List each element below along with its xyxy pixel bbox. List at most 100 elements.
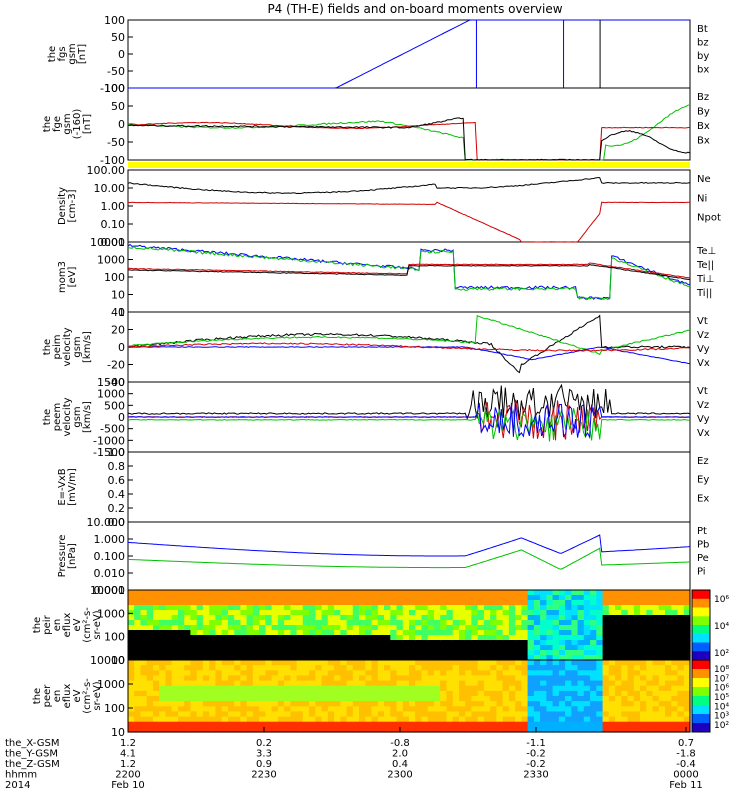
legend-entry: Ey <box>697 475 709 486</box>
vx-trace <box>127 346 691 365</box>
y-axis-label: peer <box>42 684 53 708</box>
y-tick-label: 10 <box>111 654 125 667</box>
y-tick-label: 40 <box>111 306 125 319</box>
x-axis-value: 0.2 <box>256 738 272 749</box>
electron-spectrogram <box>128 660 691 733</box>
legend-entry: Ne <box>697 174 711 185</box>
panel-fge_gsm: 100 50 0 -50 -100 the fge gsm (-160) [nT] Bz By Bx Bx <box>42 82 710 167</box>
x-axis-value: Feb 10 <box>111 780 145 791</box>
y-axis-label: gsm <box>62 113 73 134</box>
y-axis-label: [km/s] <box>82 331 93 363</box>
y-axis-label: [cm-3] <box>67 189 78 222</box>
x-axis-row-label: the_Y-GSM <box>5 749 58 760</box>
panel-pressure: 10.000 1.000 0.100 0.010 0.001 Pressure [nPa] P… <box>57 516 709 597</box>
colorbar-tick-label: 10⁸ <box>714 665 729 675</box>
y-tick-label: 100 <box>104 271 125 284</box>
y-tick-label: 0 <box>118 341 125 354</box>
y-tick-label: 0.01 <box>101 236 126 249</box>
y-tick-label: 50 <box>111 100 125 113</box>
x-axis-value: 2230 <box>251 770 276 781</box>
y-tick-label: 0.8 <box>108 460 126 473</box>
ti-par-trace <box>128 245 691 300</box>
y-tick-label: 0.6 <box>108 474 126 487</box>
y-axis-label: fge <box>52 116 63 132</box>
y-axis-label: peir <box>42 614 53 634</box>
legend-entry: Vx <box>697 428 710 439</box>
y-tick-label: 10000 <box>90 584 125 597</box>
te-par-trace <box>128 264 690 280</box>
y-axis-label: eflux <box>62 613 73 638</box>
x-axis-value: 0.9 <box>256 759 272 770</box>
y-axis-label: eV <box>72 618 83 631</box>
y-tick-label: 1.000 <box>94 533 126 546</box>
y-axis-label: peim <box>52 334 63 359</box>
y-axis-label: (-160) <box>72 109 83 140</box>
y-tick-label: 0.2 <box>108 502 126 515</box>
figure-title: P4 (TH-E) fields and on-board moments ov… <box>267 2 562 16</box>
y-tick-label: 0.001 <box>94 584 126 597</box>
y-axis-label: [eV] <box>67 267 78 288</box>
legend-entry: Pb <box>697 540 709 551</box>
x-axis-value: 0.4 <box>392 759 408 770</box>
y-tick-label: 1000 <box>97 678 125 691</box>
y-tick-label: 1.0 <box>108 446 126 459</box>
y-axis-label: gsm <box>67 43 78 64</box>
panel-peir_en_eflux: 10000 1000 100 10 the peir en eflux eV (cm²-s-sr-… <box>32 584 729 667</box>
y-axis-label: the <box>42 409 53 425</box>
y-axis-label: en <box>52 619 63 632</box>
x-axis-value: -0.2 <box>526 749 546 760</box>
ion-spectrogram <box>128 590 691 661</box>
y-tick-label: 1000 <box>97 388 125 401</box>
y-tick-label: 0.100 <box>94 550 126 563</box>
legend-entry: Ex <box>697 493 709 504</box>
legend-entry: Pe <box>697 553 709 564</box>
colorbar-tick-label: 10² <box>714 721 729 731</box>
ion-colorbar <box>691 589 711 661</box>
y-axis-label: (cm²-s- <box>82 607 93 643</box>
y-tick-label: 1.00 <box>101 200 126 213</box>
x-axis-value: -0.8 <box>390 738 410 749</box>
panel-density: 100.00 10.00 1.00 0.10 0.01 Density [cm-3] Ne Ni… <box>57 164 721 249</box>
colorbar-tick-label: 10⁴ <box>714 702 729 712</box>
x-axis-row-label: the_Z-GSM <box>5 759 60 770</box>
legend-entry: Ez <box>697 456 709 467</box>
panel-temperature: 10000 1000 100 10 1 mom3 [eV] Te⊥ Te|| Ti⊥ Ti|| <box>57 236 716 319</box>
y-axis-label: fgs <box>57 46 68 61</box>
y-axis-label: sr-eV) <box>92 610 103 639</box>
x-axis-value: -0.2 <box>526 759 546 770</box>
colorbar-tick-label: 10² <box>714 649 729 659</box>
y-axis-label: eflux <box>62 684 73 709</box>
peem-vt-trace <box>127 383 691 421</box>
legend-entry: Vz <box>697 400 709 411</box>
x-axis-value: 0.7 <box>678 738 694 749</box>
legend-entry: by <box>697 51 709 62</box>
pe-trace <box>127 547 691 570</box>
y-axis-label: [nT] <box>82 114 93 134</box>
y-axis-label: the <box>32 688 43 704</box>
peem-vy-trace <box>127 408 690 442</box>
y-tick-label: 0.0 <box>108 516 126 529</box>
legend-entry: bz <box>697 38 709 49</box>
y-tick-label: 0 <box>118 411 125 424</box>
vt-trace <box>128 314 691 374</box>
legend-entry: Vx <box>697 358 710 369</box>
y-axis-label: peem <box>52 403 63 431</box>
y-tick-label: 100 <box>104 631 125 644</box>
y-axis-label: sr-eV) <box>92 681 103 710</box>
y-tick-label: -500 <box>100 423 125 436</box>
data-quality-bar <box>128 162 690 168</box>
x-axis-value: -0.4 <box>676 759 696 770</box>
legend-entry: Te|| <box>696 260 714 271</box>
y-tick-label: 0 <box>118 48 125 61</box>
y-axis-label: mom3 <box>57 261 68 293</box>
y-tick-label: 100 <box>104 702 125 715</box>
y-tick-label: 20 <box>111 324 125 337</box>
x-axis-value: Feb 11 <box>669 780 703 791</box>
colorbar-tick-label: 10³ <box>714 712 729 722</box>
legend-entry: Pt <box>697 526 707 537</box>
y-tick-label: 10.000 <box>87 516 126 529</box>
legend-entry: Vt <box>697 316 708 327</box>
y-tick-label: 0.010 <box>94 567 126 580</box>
x-axis-value: -1.1 <box>526 738 546 749</box>
y-tick-label: -50 <box>107 136 125 149</box>
